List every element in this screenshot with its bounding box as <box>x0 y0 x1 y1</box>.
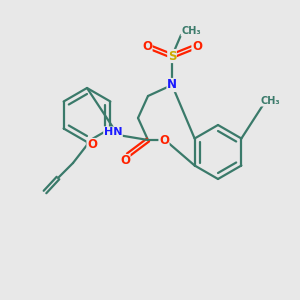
Text: CH₃: CH₃ <box>260 96 280 106</box>
Text: O: O <box>120 154 130 167</box>
Text: O: O <box>142 40 152 52</box>
Text: N: N <box>167 79 177 92</box>
Text: CH₃: CH₃ <box>181 26 201 36</box>
Text: S: S <box>168 50 176 62</box>
Text: O: O <box>192 40 202 52</box>
Text: HN: HN <box>104 127 122 137</box>
Text: O: O <box>159 134 169 146</box>
Text: O: O <box>87 139 97 152</box>
